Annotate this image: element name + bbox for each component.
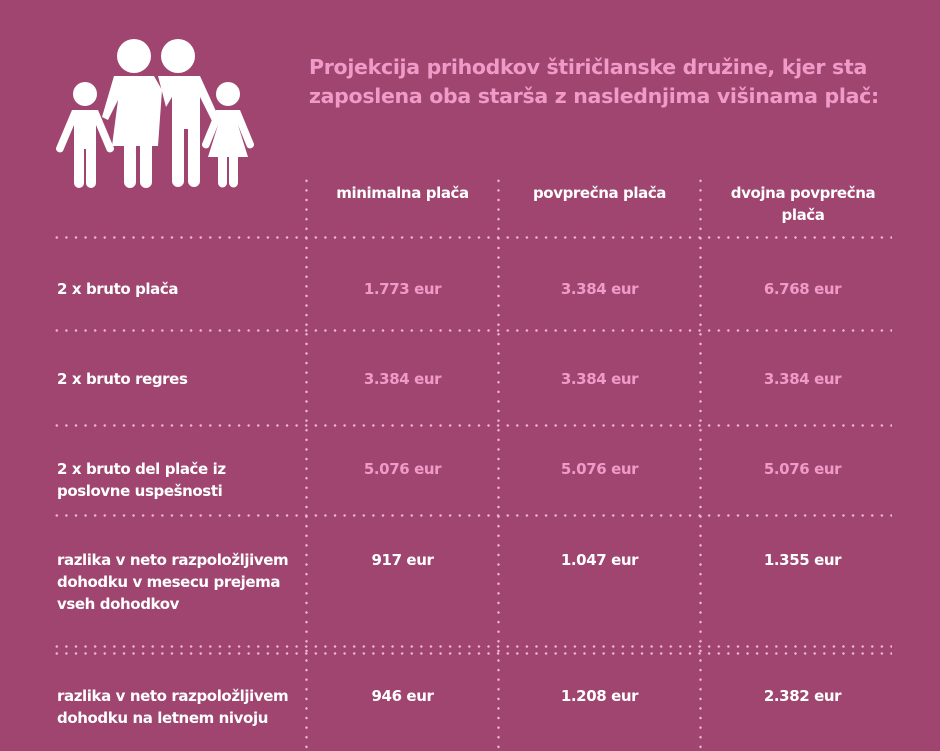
table-cell: 2.382 eur <box>763 687 842 705</box>
column-divider <box>699 176 702 751</box>
table-cell: 3.384 eur <box>763 370 842 388</box>
table-cell: 5.076 eur <box>763 460 842 478</box>
column-divider <box>305 176 308 751</box>
row-label: 2 x bruto regres <box>57 370 188 388</box>
table-cell: 1.047 eur <box>560 551 639 569</box>
table-cell: 917 eur <box>371 551 434 569</box>
row-divider <box>52 329 892 332</box>
column-header-minimalna: minimalna plača <box>336 184 469 202</box>
row-divider <box>52 652 892 655</box>
table-cell: 5.076 eur <box>560 460 639 478</box>
column-header-povprecna: povprečna plača <box>532 184 667 202</box>
row-divider <box>52 424 892 427</box>
table-cell: 6.768 eur <box>763 280 842 298</box>
row-label: 2 x bruto plača <box>57 280 179 298</box>
row-label: 2 x bruto del plače iz poslovne uspešnos… <box>57 460 226 500</box>
row-divider <box>52 236 892 239</box>
table-cell: 3.384 eur <box>560 280 639 298</box>
table-cell: 1.208 eur <box>560 687 639 705</box>
column-header-dvojna: dvojna povprečna plača <box>730 184 876 224</box>
table-cell: 3.384 eur <box>560 370 639 388</box>
table-cell: 3.384 eur <box>363 370 442 388</box>
table-cell: 1.355 eur <box>763 551 842 569</box>
row-label: razlika v neto razpoložljivem dohodku v … <box>57 551 289 613</box>
page-title: Projekcija prihodkov štiričlanske družin… <box>309 55 879 108</box>
row-divider <box>52 514 892 517</box>
table-cell: 5.076 eur <box>363 460 442 478</box>
column-divider <box>497 176 500 751</box>
row-divider <box>52 645 892 648</box>
family-icon <box>55 39 255 188</box>
table-cell: 1.773 eur <box>363 280 442 298</box>
table-cell: 946 eur <box>371 687 434 705</box>
row-label: razlika v neto razpoložljivem dohodku na… <box>57 687 289 727</box>
